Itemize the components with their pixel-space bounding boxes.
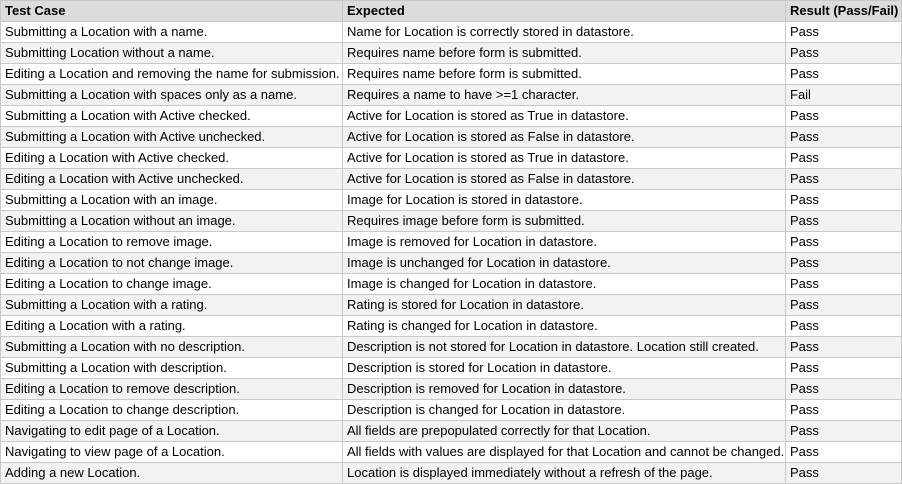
result-cell: Pass — [785, 294, 902, 316]
expected-cell: Active for Location is stored as True in… — [342, 147, 786, 169]
result-cell: Pass — [785, 399, 902, 421]
test-case-cell: Submitting a Location with Active checke… — [0, 105, 343, 127]
test-case-cell: Editing a Location and removing the name… — [0, 63, 343, 85]
test-case-cell: Editing a Location with Active checked. — [0, 147, 343, 169]
result-cell: Pass — [785, 168, 902, 190]
table-row: Navigating to edit page of a Location. Al… — [0, 420, 902, 442]
header-test-case: Test Case — [0, 0, 343, 22]
expected-cell: Name for Location is correctly stored in… — [342, 21, 786, 43]
table-row: Submitting a Location with a name. Name f… — [0, 21, 902, 43]
header-row: Test Case Expected Result (Pass/Fail) — [0, 0, 902, 22]
table-row: Submitting a Location with Active unchec… — [0, 126, 902, 148]
test-case-cell: Editing a Location with Active unchecked… — [0, 168, 343, 190]
result-cell: Pass — [785, 231, 902, 253]
expected-cell: Image for Location is stored in datastor… — [342, 189, 786, 211]
expected-cell: Active for Location is stored as True in… — [342, 105, 786, 127]
test-case-cell: Submitting a Location with no descriptio… — [0, 336, 343, 358]
test-case-cell: Submitting a Location with Active unchec… — [0, 126, 343, 148]
expected-cell: Requires a name to have >=1 character. — [342, 84, 786, 106]
result-cell: Pass — [785, 336, 902, 358]
result-cell: Pass — [785, 315, 902, 337]
expected-cell: Requires name before form is submitted. — [342, 63, 786, 85]
expected-cell: Image is removed for Location in datasto… — [342, 231, 786, 253]
test-case-cell: Editing a Location to remove image. — [0, 231, 343, 253]
table-row: Editing a Location to remove description… — [0, 378, 902, 400]
result-cell: Pass — [785, 126, 902, 148]
table-row: Editing a Location and removing the name… — [0, 63, 902, 85]
table-row: Editing a Location with Active checked. A… — [0, 147, 902, 169]
result-cell: Pass — [785, 273, 902, 295]
table-row: Editing a Location with Active unchecked… — [0, 168, 902, 190]
table-row: Editing a Location to change image. Image… — [0, 273, 902, 295]
table-header: Test Case Expected Result (Pass/Fail) — [0, 0, 902, 22]
expected-cell: All fields with values are displayed for… — [342, 441, 786, 463]
table-row: Submitting a Location with no descriptio… — [0, 336, 902, 358]
table-row: Editing a Location to not change image. I… — [0, 252, 902, 274]
result-cell: Pass — [785, 420, 902, 442]
test-case-cell: Editing a Location with a rating. — [0, 315, 343, 337]
table-row: Editing a Location to remove image. Image… — [0, 231, 902, 253]
table-row: Submitting a Location with Active checke… — [0, 105, 902, 127]
result-cell: Pass — [785, 63, 902, 85]
result-cell: Pass — [785, 105, 902, 127]
table-row: Submitting a Location with description. D… — [0, 357, 902, 379]
test-case-cell: Submitting a Location with an image. — [0, 189, 343, 211]
test-case-cell: Submitting a Location with a rating. — [0, 294, 343, 316]
test-case-cell: Submitting a Location with a name. — [0, 21, 343, 43]
test-case-cell: Navigating to view page of a Location. — [0, 441, 343, 463]
table-row: Submitting a Location without an image. R… — [0, 210, 902, 232]
expected-cell: Requires name before form is submitted. — [342, 42, 786, 64]
result-cell: Pass — [785, 189, 902, 211]
result-cell: Pass — [785, 252, 902, 274]
result-cell: Fail — [785, 84, 902, 106]
expected-cell: Rating is changed for Location in datast… — [342, 315, 786, 337]
expected-cell: Image is unchanged for Location in datas… — [342, 252, 786, 274]
test-case-cell: Editing a Location to remove description… — [0, 378, 343, 400]
test-case-cell: Editing a Location to change image. — [0, 273, 343, 295]
test-case-cell: Submitting a Location with spaces only a… — [0, 84, 343, 106]
expected-cell: Description is stored for Location in da… — [342, 357, 786, 379]
header-result: Result (Pass/Fail) — [785, 0, 902, 22]
table-row: Submitting a Location with spaces only a… — [0, 84, 902, 106]
result-cell: Pass — [785, 210, 902, 232]
expected-cell: All fields are prepopulated correctly fo… — [342, 420, 786, 442]
expected-cell: Active for Location is stored as False i… — [342, 126, 786, 148]
expected-cell: Description is removed for Location in d… — [342, 378, 786, 400]
expected-cell: Description is not stored for Location i… — [342, 336, 786, 358]
result-cell: Pass — [785, 462, 902, 484]
test-case-cell: Submitting a Location with description. — [0, 357, 343, 379]
test-case-cell: Editing a Location to change description… — [0, 399, 343, 421]
result-cell: Pass — [785, 147, 902, 169]
result-cell: Pass — [785, 42, 902, 64]
expected-cell: Requires image before form is submitted. — [342, 210, 786, 232]
table-row: Adding a new Location. Location is displa… — [0, 462, 902, 484]
table-body: Submitting a Location with a name. Name f… — [0, 21, 902, 484]
test-case-cell: Submitting Location without a name. — [0, 42, 343, 64]
expected-cell: Rating is stored for Location in datasto… — [342, 294, 786, 316]
expected-cell: Image is changed for Location in datasto… — [342, 273, 786, 295]
header-expected: Expected — [342, 0, 786, 22]
result-cell: Pass — [785, 21, 902, 43]
test-case-cell: Navigating to edit page of a Location. — [0, 420, 343, 442]
result-cell: Pass — [785, 357, 902, 379]
expected-cell: Active for Location is stored as False i… — [342, 168, 786, 190]
test-case-cell: Adding a new Location. — [0, 462, 343, 484]
expected-cell: Location is displayed immediately withou… — [342, 462, 786, 484]
result-cell: Pass — [785, 441, 902, 463]
table-row: Submitting a Location with a rating. Rati… — [0, 294, 902, 316]
result-cell: Pass — [785, 378, 902, 400]
table-row: Submitting Location without a name. Requi… — [0, 42, 902, 64]
table-row: Submitting a Location with an image. Imag… — [0, 189, 902, 211]
table-row: Editing a Location with a rating. Rating … — [0, 315, 902, 337]
table-row: Editing a Location to change description… — [0, 399, 902, 421]
expected-cell: Description is changed for Location in d… — [342, 399, 786, 421]
test-case-cell: Submitting a Location without an image. — [0, 210, 343, 232]
table-row: Navigating to view page of a Location. Al… — [0, 441, 902, 463]
test-case-cell: Editing a Location to not change image. — [0, 252, 343, 274]
